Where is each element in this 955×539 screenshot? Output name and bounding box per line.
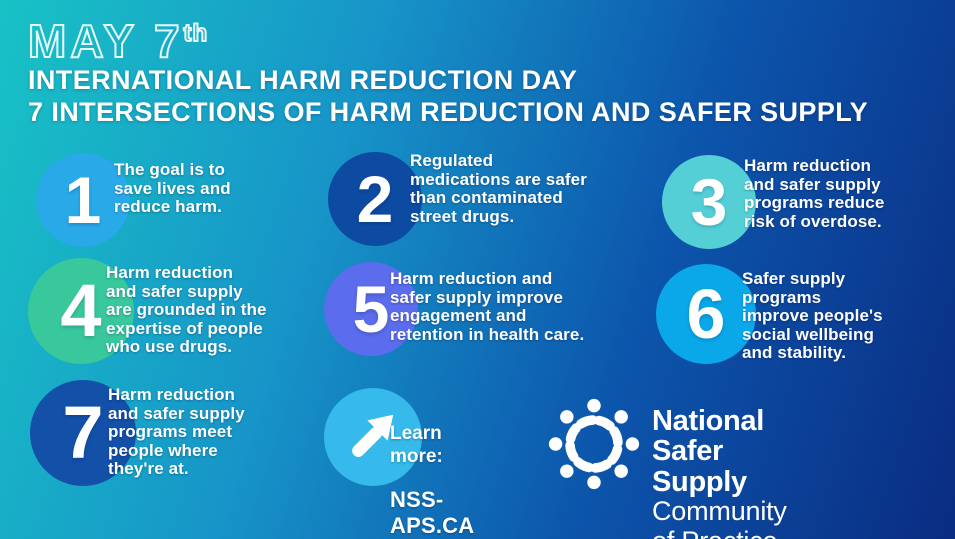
item-5-number: 5 (352, 272, 390, 346)
item-6-number: 6 (686, 275, 726, 353)
item-3-circle: 3 (662, 155, 756, 249)
arrow-up-right-icon (346, 408, 400, 467)
item-7-number: 7 (62, 391, 104, 474)
item-5-text: Harm reduction and safer supply improve … (390, 269, 585, 344)
learn-more-text: Learn more: NSS-APS.CA (390, 405, 474, 539)
item-1-number: 1 (64, 163, 102, 237)
learn-more-label: Learn more: (390, 423, 443, 467)
item-4-text: Harm reduction and safer supply are grou… (106, 263, 267, 357)
item-1-text: The goal is to save lives and reduce har… (114, 160, 231, 217)
date-title: MAY 7th (27, 14, 209, 68)
date-text: MAY 7 (27, 14, 184, 68)
item-3-number: 3 (690, 165, 728, 239)
item-3-text: Harm reduction and safer supply programs… (744, 156, 885, 231)
item-7-text: Harm reduction and safer supply programs… (108, 385, 245, 479)
logo-name: National Safer Supply (652, 405, 764, 498)
logo-text: National Safer Supply Community of Pract… (652, 406, 787, 539)
learn-more-circle (324, 388, 422, 486)
item-7-circle: 7 (30, 380, 136, 486)
item-5-circle: 5 (324, 262, 418, 356)
learn-more-site: NSS-APS.CA (390, 486, 475, 538)
date-suffix: th (183, 19, 209, 48)
item-6-circle: 6 (656, 264, 756, 364)
item-1-circle: 1 (36, 153, 130, 247)
item-4-number: 4 (60, 269, 102, 352)
item-4-circle: 4 (28, 258, 134, 364)
swirl-ring-icon (546, 396, 642, 497)
item-2-text: Regulated medications are safer than con… (410, 151, 587, 226)
logo-tagline: Community of Practice (652, 496, 787, 539)
item-6-text: Safer supply programs improve people's s… (742, 269, 883, 363)
item-2-circle: 2 (328, 152, 422, 246)
item-2-number: 2 (356, 162, 394, 236)
page-title: INTERNATIONAL HARM REDUCTION DAY 7 INTER… (28, 65, 869, 128)
